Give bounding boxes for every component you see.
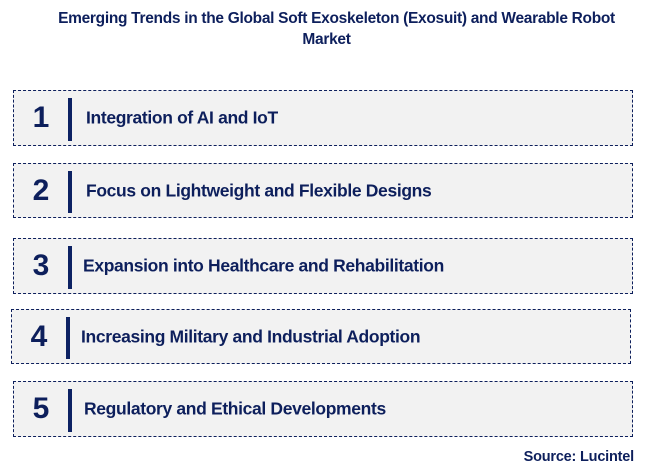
source-credit: Source: Lucintel (523, 449, 635, 465)
trend-label: Expansion into Healthcare and Rehabilita… (83, 255, 444, 276)
trend-item-5: 5 Regulatory and Ethical Developments (13, 381, 633, 437)
trend-item-1: 1 Integration of AI and IoT (13, 90, 633, 146)
page-title: Emerging Trends in the Global Soft Exosk… (0, 8, 653, 50)
divider-bar (68, 98, 72, 141)
trend-item-2: 2 Focus on Lightweight and Flexible Desi… (13, 163, 633, 218)
trend-label: Increasing Military and Industrial Adopt… (81, 326, 421, 346)
divider-bar (68, 171, 72, 213)
title-line-1: Emerging Trends in the Global Soft Exosk… (58, 10, 615, 27)
trend-number: 3 (32, 249, 50, 282)
trend-number: 4 (30, 319, 48, 353)
trend-label: Regulatory and Ethical Developments (84, 398, 386, 419)
trend-label: Integration of AI and IoT (86, 107, 278, 128)
trend-label: Focus on Lightweight and Flexible Design… (86, 180, 432, 200)
trend-item-4: 4 Increasing Military and Industrial Ado… (11, 309, 631, 364)
trend-number: 2 (32, 173, 50, 207)
divider-bar (68, 389, 72, 432)
trend-item-3: 3 Expansion into Healthcare and Rehabili… (13, 238, 633, 294)
trend-number: 1 (32, 101, 50, 134)
title-line-2: Market (302, 31, 351, 48)
divider-bar (66, 317, 70, 359)
trend-number: 5 (32, 392, 50, 425)
divider-bar (68, 246, 72, 289)
